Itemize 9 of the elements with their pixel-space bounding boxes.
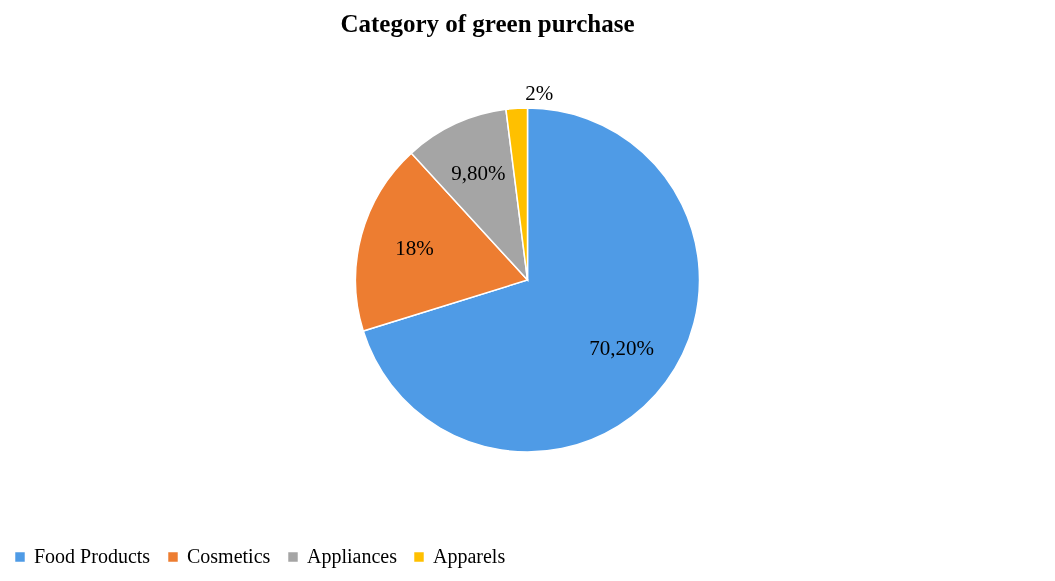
legend-label: Food Products xyxy=(34,545,151,567)
legend-label: Apparels xyxy=(433,545,506,568)
data-label: 70,20% xyxy=(589,336,655,361)
chart-title: Category of green purchase xyxy=(340,10,635,37)
legend-label: Cosmetics xyxy=(187,545,271,567)
data-label: 9,80% xyxy=(451,160,506,185)
data-label: 2% xyxy=(525,81,554,106)
data-label: 18% xyxy=(395,236,434,261)
legend-label: Appliances xyxy=(307,545,398,568)
